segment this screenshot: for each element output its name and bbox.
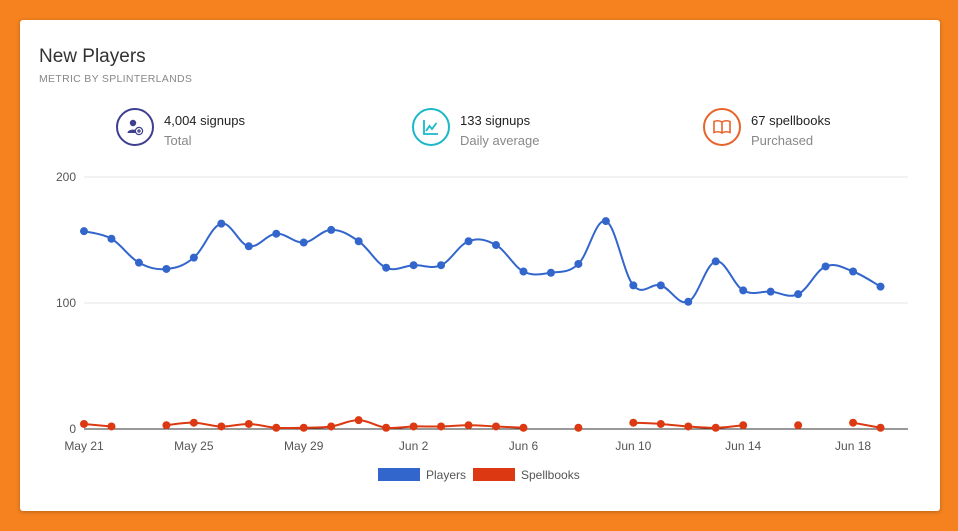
stat-total-value: 4,004 signups [164, 113, 245, 128]
x-tick-label: Jun 6 [509, 439, 539, 453]
spellbooks-point[interactable] [574, 423, 583, 432]
spellbooks-point[interactable] [244, 419, 253, 428]
players-point[interactable] [80, 227, 88, 236]
spellbooks-point[interactable] [217, 422, 226, 431]
spellbooks-point[interactable] [739, 421, 748, 430]
line-chart-icon [412, 108, 450, 146]
stat-daily-average-value: 133 signups [460, 113, 531, 128]
card-title: New Players [39, 46, 146, 67]
chart-legend: Players Spellbooks [378, 468, 580, 482]
players-point[interactable] [189, 253, 198, 262]
players-point[interactable] [382, 263, 391, 272]
spellbooks-point[interactable] [876, 423, 885, 432]
stat-daily-average-label: Daily average [460, 133, 540, 148]
stat-spellbooks-value: 67 spellbooks [751, 113, 831, 128]
players-point[interactable] [492, 241, 500, 250]
players-point[interactable] [876, 282, 885, 291]
players-point[interactable] [217, 219, 226, 228]
players-point[interactable] [519, 267, 528, 276]
players-point[interactable] [244, 242, 253, 251]
spellbooks-point[interactable] [299, 423, 308, 432]
legend-swatch [473, 468, 515, 481]
players-point[interactable] [464, 237, 473, 246]
x-tick-label: Jun 2 [399, 439, 429, 453]
legend-item-players[interactable]: Players [378, 468, 466, 482]
players-point[interactable] [546, 268, 555, 277]
new-players-card: New Players METRIC BY SPLINTERLANDS 4,00… [20, 20, 940, 511]
players-point[interactable] [629, 281, 638, 290]
y-tick-label: 0 [69, 422, 76, 436]
x-tick-label: Jun 14 [725, 439, 761, 453]
legend-label: Players [426, 468, 466, 482]
x-tick-label: May 29 [284, 439, 324, 453]
y-tick-label: 100 [56, 296, 76, 310]
players-point[interactable] [601, 217, 610, 226]
x-tick-label: May 21 [64, 439, 104, 453]
players-point[interactable] [766, 287, 775, 296]
players-point[interactable] [437, 261, 446, 270]
players-point[interactable] [821, 262, 830, 271]
players-point[interactable] [684, 297, 693, 306]
spellbooks-point[interactable] [656, 419, 665, 428]
spellbooks-point[interactable] [437, 422, 446, 431]
players-line [83, 220, 882, 304]
spellbooks-point[interactable] [189, 418, 198, 427]
spellbooks-point[interactable] [80, 419, 88, 428]
new-players-chart: 0 100 200 May 21 May 25 May 29 Jun 2 Jun 6 Jun 1… [56, 170, 908, 482]
players-point[interactable] [409, 261, 418, 270]
stat-total-label: Total [164, 133, 192, 148]
players-point[interactable] [162, 264, 171, 273]
spellbooks-point[interactable] [711, 423, 720, 432]
spellbooks-point[interactable] [354, 416, 363, 425]
players-point[interactable] [794, 290, 803, 299]
spellbooks-point[interactable] [519, 423, 528, 432]
spellbooks-point[interactable] [107, 422, 116, 431]
spellbooks-point[interactable] [629, 418, 638, 427]
x-tick-label: Jun 10 [615, 439, 651, 453]
spellbooks-point[interactable] [272, 423, 281, 432]
spellbooks-point[interactable] [849, 418, 858, 427]
players-point[interactable] [327, 225, 336, 234]
players-point[interactable] [849, 267, 858, 276]
spellbooks-point[interactable] [794, 421, 803, 430]
x-tick-label: May 25 [174, 439, 214, 453]
players-point[interactable] [739, 286, 748, 295]
spellbooks-line [852, 421, 881, 429]
players-point[interactable] [354, 237, 363, 246]
players-point[interactable] [272, 229, 281, 238]
spellbooks-point[interactable] [327, 422, 336, 431]
legend-label: Spellbooks [521, 468, 580, 482]
players-point[interactable] [299, 238, 308, 247]
stat-spellbooks-label: Purchased [751, 133, 814, 148]
x-tick-label: Jun 18 [835, 439, 871, 453]
series-spellbooks [80, 416, 885, 432]
players-point[interactable] [134, 258, 143, 267]
open-book-icon [703, 108, 741, 146]
legend-item-spellbooks[interactable]: Spellbooks [473, 468, 580, 482]
players-point[interactable] [107, 234, 116, 243]
spellbooks-point[interactable] [492, 422, 500, 431]
players-point[interactable] [711, 257, 720, 266]
players-point[interactable] [656, 281, 665, 290]
add-user-icon [116, 108, 154, 146]
legend-swatch [378, 468, 420, 481]
spellbooks-point[interactable] [409, 422, 418, 431]
y-tick-label: 200 [56, 170, 76, 184]
card-subtitle: METRIC BY SPLINTERLANDS [39, 73, 193, 85]
spellbooks-point[interactable] [684, 422, 693, 431]
spellbooks-point[interactable] [162, 421, 171, 430]
spellbooks-line [83, 422, 112, 428]
spellbooks-point[interactable] [382, 423, 391, 432]
series-players [80, 217, 885, 306]
players-point[interactable] [574, 259, 583, 268]
spellbooks-point[interactable] [464, 421, 473, 430]
